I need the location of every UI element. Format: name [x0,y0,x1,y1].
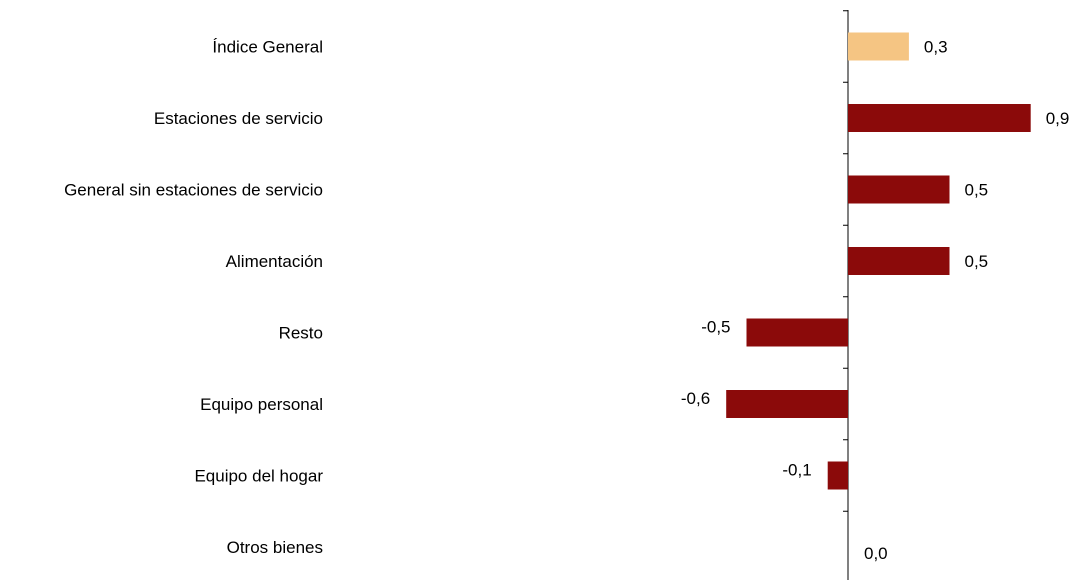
bar [848,247,950,275]
category-label: Equipo del hogar [194,467,323,486]
data-label: 0,5 [965,252,989,271]
category-label: Alimentación [226,252,323,271]
category-label: Equipo personal [200,395,323,414]
data-label: 0,9 [1046,109,1070,128]
data-label: -0,6 [681,389,710,408]
category-label: Otros bienes [227,538,323,557]
data-label: -0,5 [701,318,730,337]
category-label: Estaciones de servicio [154,109,323,128]
data-label: 0,0 [864,544,888,563]
category-label: Resto [279,324,323,343]
bar [746,318,848,347]
bar [848,175,950,204]
data-label: -0,1 [782,461,811,480]
data-label: 0,5 [965,181,989,200]
bar [726,390,848,418]
category-label: General sin estaciones de servicio [64,181,323,200]
category-label: Índice General [212,38,323,57]
bar [848,104,1031,132]
data-label: 0,3 [924,38,948,57]
bar [827,461,848,490]
bar [848,32,909,61]
